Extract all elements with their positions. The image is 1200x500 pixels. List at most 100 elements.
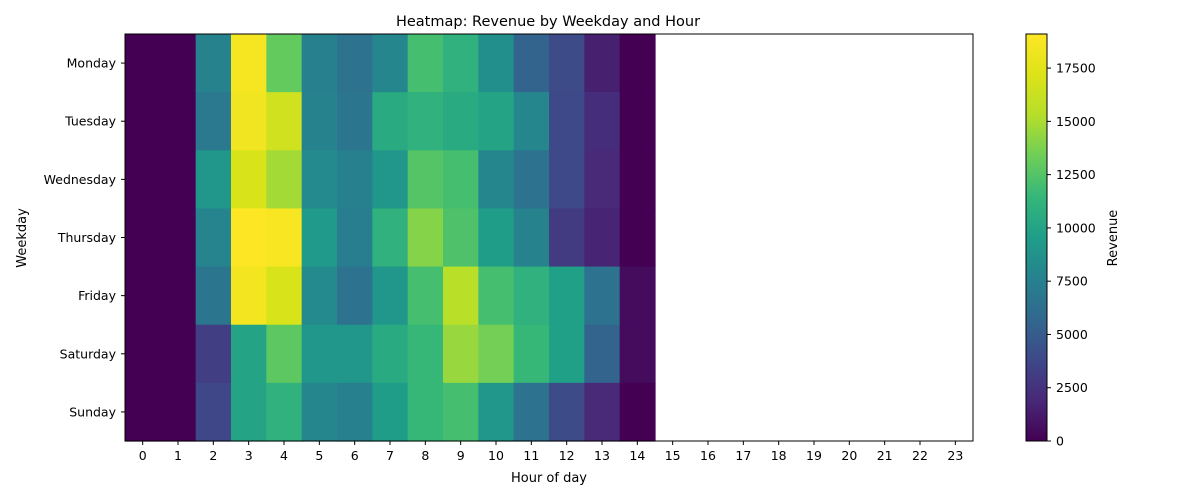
y-tick-label: Monday [67,56,117,71]
heatmap-cell [584,324,621,384]
heatmap-cell [443,324,479,384]
heatmap-cell [407,150,444,210]
heatmap-cell [337,34,373,93]
y-tick-label: Friday [78,288,116,303]
x-axis-ticks: 0 1 2 3 4 5 6 7 8 9 10 11 12 13 14 15 16 17 18 19 20 21 22 23 [139,441,963,463]
heatmap-cell [125,150,161,210]
heatmap-cell [443,92,479,151]
heatmap-cell [513,382,550,442]
heatmap-cell [549,266,585,326]
heatmap-cell [407,208,444,268]
heatmap-cell [549,34,585,93]
heatmap-cell [619,92,656,151]
heatmap-cell [372,266,409,326]
heatmap-cell [619,208,656,268]
heatmap-cell [478,208,515,268]
colorbar [1025,33,1048,442]
x-tick-label: 7 [386,448,394,463]
heatmap-cell [301,382,338,442]
x-tick-label: 2 [209,448,217,463]
colorbar-ticks: 0 2500 5000 7500 10000 12500 15000 17500 [1047,61,1096,449]
heatmap-cell [301,34,338,93]
heatmap-cell [372,34,409,93]
heatmap-cell [195,324,232,384]
heatmap-cell [407,34,444,93]
heatmap-cell [231,324,267,384]
heatmap-cell [407,266,444,326]
colorbar-tick-label: 12500 [1056,167,1096,182]
heatmap-cell [231,208,267,268]
heatmap-cell [513,34,550,93]
y-tick-label: Thursday [57,230,117,245]
heatmap-cell [337,208,373,268]
heatmap-cell [125,208,161,268]
colorbar-tick-label: 10000 [1056,220,1096,235]
heatmap-cell [266,92,303,151]
y-tick-label: Sunday [69,404,116,419]
colorbar-tick-label: 7500 [1056,274,1088,289]
heatmap-cell [584,92,621,151]
heatmap-cell [337,92,373,151]
x-tick-label: 5 [315,448,323,463]
x-tick-label: 0 [139,448,147,463]
heatmap-cell [549,324,585,384]
heatmap-cell [266,324,303,384]
heatmap-cell [266,34,303,93]
heatmap-cell [125,92,161,151]
y-axis-label: Weekday [15,208,30,268]
heatmap-cell [584,382,621,442]
heatmap-cell [301,324,338,384]
heatmap-cell [407,92,444,151]
colorbar-tick-label: 17500 [1056,61,1096,76]
heatmap-cell [231,266,267,326]
heatmap-cell [443,208,479,268]
heatmap-cell [584,266,621,326]
heatmap-cell [195,34,232,93]
heatmap-cell [231,382,267,442]
x-tick-label: 19 [806,448,822,463]
heatmap-cell [160,34,197,93]
heatmap-cell [231,34,267,93]
heatmap-cell [301,150,338,210]
x-tick-label: 9 [457,448,465,463]
x-tick-label: 17 [735,448,751,463]
heatmap-cell [619,382,656,442]
x-tick-label: 16 [700,448,716,463]
x-tick-label: 12 [559,448,575,463]
colorbar-tick-label: 15000 [1056,114,1096,129]
y-tick-label: Tuesday [64,114,116,129]
heatmap-cell [125,382,161,442]
heatmap-cell [372,324,409,384]
heatmap-cell [407,382,444,442]
heatmap-cell [372,150,409,210]
heatmap-cell [619,34,656,93]
heatmap-cell [301,92,338,151]
heatmap-cell [231,150,267,210]
heatmap-cell [443,266,479,326]
chart-title: Heatmap: Revenue by Weekday and Hour [396,14,700,30]
x-tick-label: 6 [351,448,359,463]
heatmap-cell [478,150,515,210]
heatmap-cells [125,34,656,442]
heatmap-cell [584,150,621,210]
heatmap-cell [407,324,444,384]
heatmap-cell [266,266,303,326]
heatmap-cell [125,34,161,93]
colorbar-tick-label: 2500 [1056,380,1088,395]
heatmap-cell [160,382,197,442]
heatmap-cell [443,34,479,93]
heatmap-cell [160,208,197,268]
heatmap-cell [266,150,303,210]
heatmap-cell [125,324,161,384]
x-tick-label: 18 [771,448,787,463]
heatmap-cell [231,92,267,151]
heatmap-cell [160,266,197,326]
heatmap-cell [478,324,515,384]
heatmap-cell [584,208,621,268]
x-tick-label: 10 [488,448,504,463]
heatmap-cell [443,382,479,442]
x-tick-label: 4 [280,448,288,463]
heatmap-cell [195,92,232,151]
y-tick-label: Saturday [60,346,117,361]
